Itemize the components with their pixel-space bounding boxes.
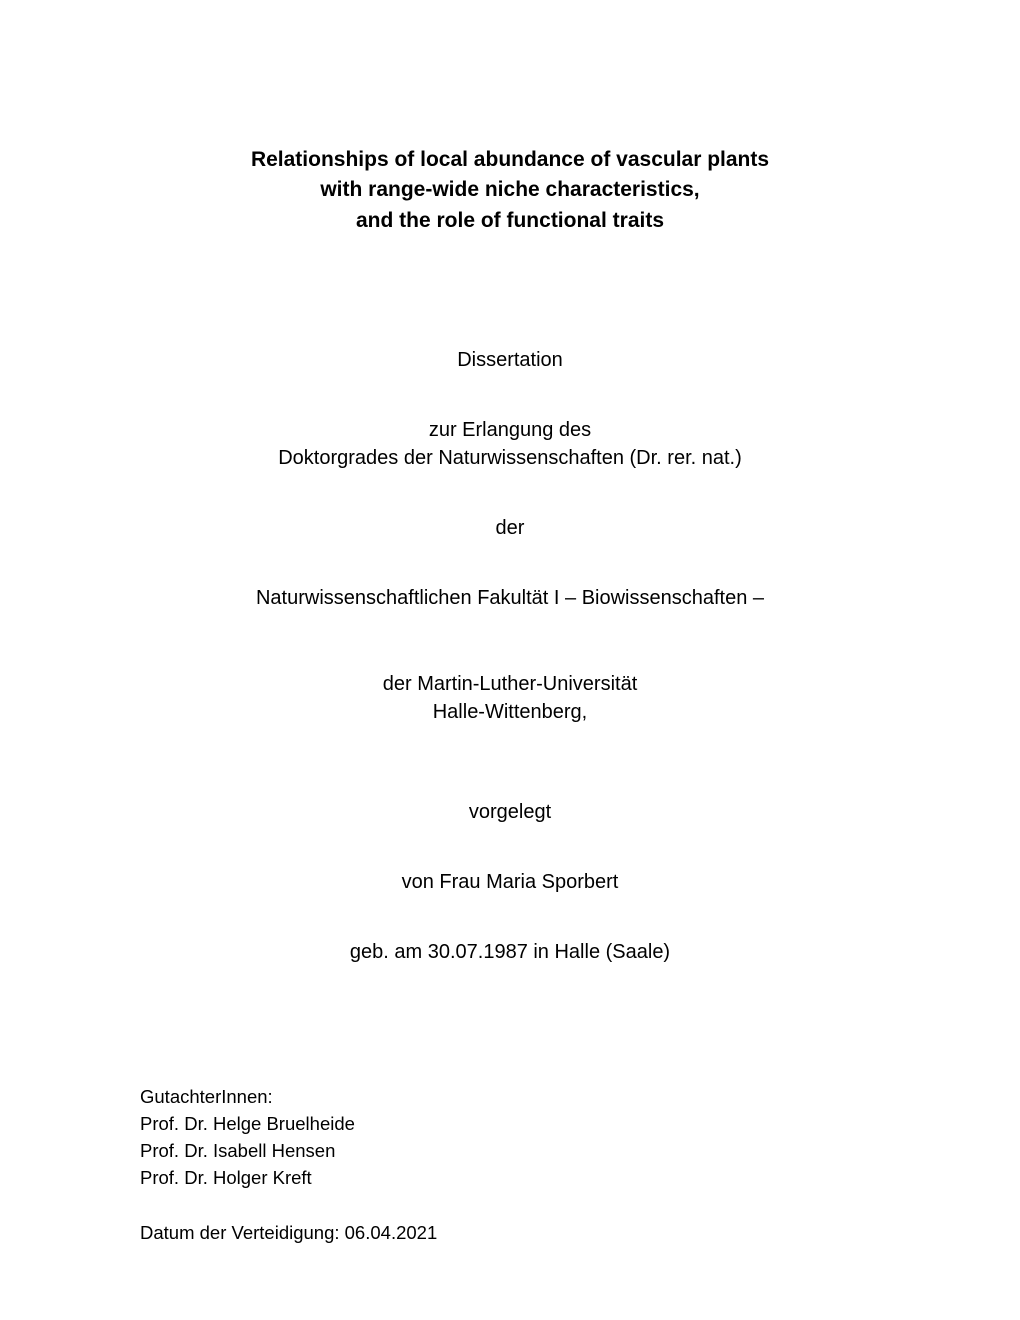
defense-date: Datum der Verteidigung: 06.04.2021: [140, 1220, 880, 1247]
dissertation-label: Dissertation: [140, 346, 880, 374]
dissertation-title: Relationships of local abundance of vasc…: [140, 145, 880, 236]
reviewer-1: Prof. Dr. Helge Bruelheide: [140, 1111, 880, 1138]
der-line: der: [140, 514, 880, 542]
author-line: von Frau Maria Sporbert: [140, 868, 880, 896]
degree-line-1: zur Erlangung des: [140, 416, 880, 444]
degree-block: zur Erlangung des Doktorgrades der Natur…: [140, 416, 880, 472]
title-line-3: and the role of functional traits: [140, 206, 880, 236]
reviewer-2: Prof. Dr. Isabell Hensen: [140, 1138, 880, 1165]
reviewer-3: Prof. Dr. Holger Kreft: [140, 1165, 880, 1192]
birth-line: geb. am 30.07.1987 in Halle (Saale): [140, 938, 880, 966]
faculty-line: Naturwissenschaftlichen Fakultät I – Bio…: [140, 584, 880, 612]
reviewers-block: GutachterInnen: Prof. Dr. Helge Bruelhei…: [140, 1084, 880, 1191]
title-line-2: with range-wide niche characteristics,: [140, 175, 880, 205]
university-line-2: Halle-Wittenberg,: [140, 698, 880, 726]
degree-line-2: Doktorgrades der Naturwissenschaften (Dr…: [140, 444, 880, 472]
reviewers-label: GutachterInnen:: [140, 1084, 880, 1111]
university-block: der Martin-Luther-Universität Halle-Witt…: [140, 670, 880, 726]
title-line-1: Relationships of local abundance of vasc…: [140, 145, 880, 175]
university-line-1: der Martin-Luther-Universität: [140, 670, 880, 698]
vorgelegt-line: vorgelegt: [140, 798, 880, 826]
